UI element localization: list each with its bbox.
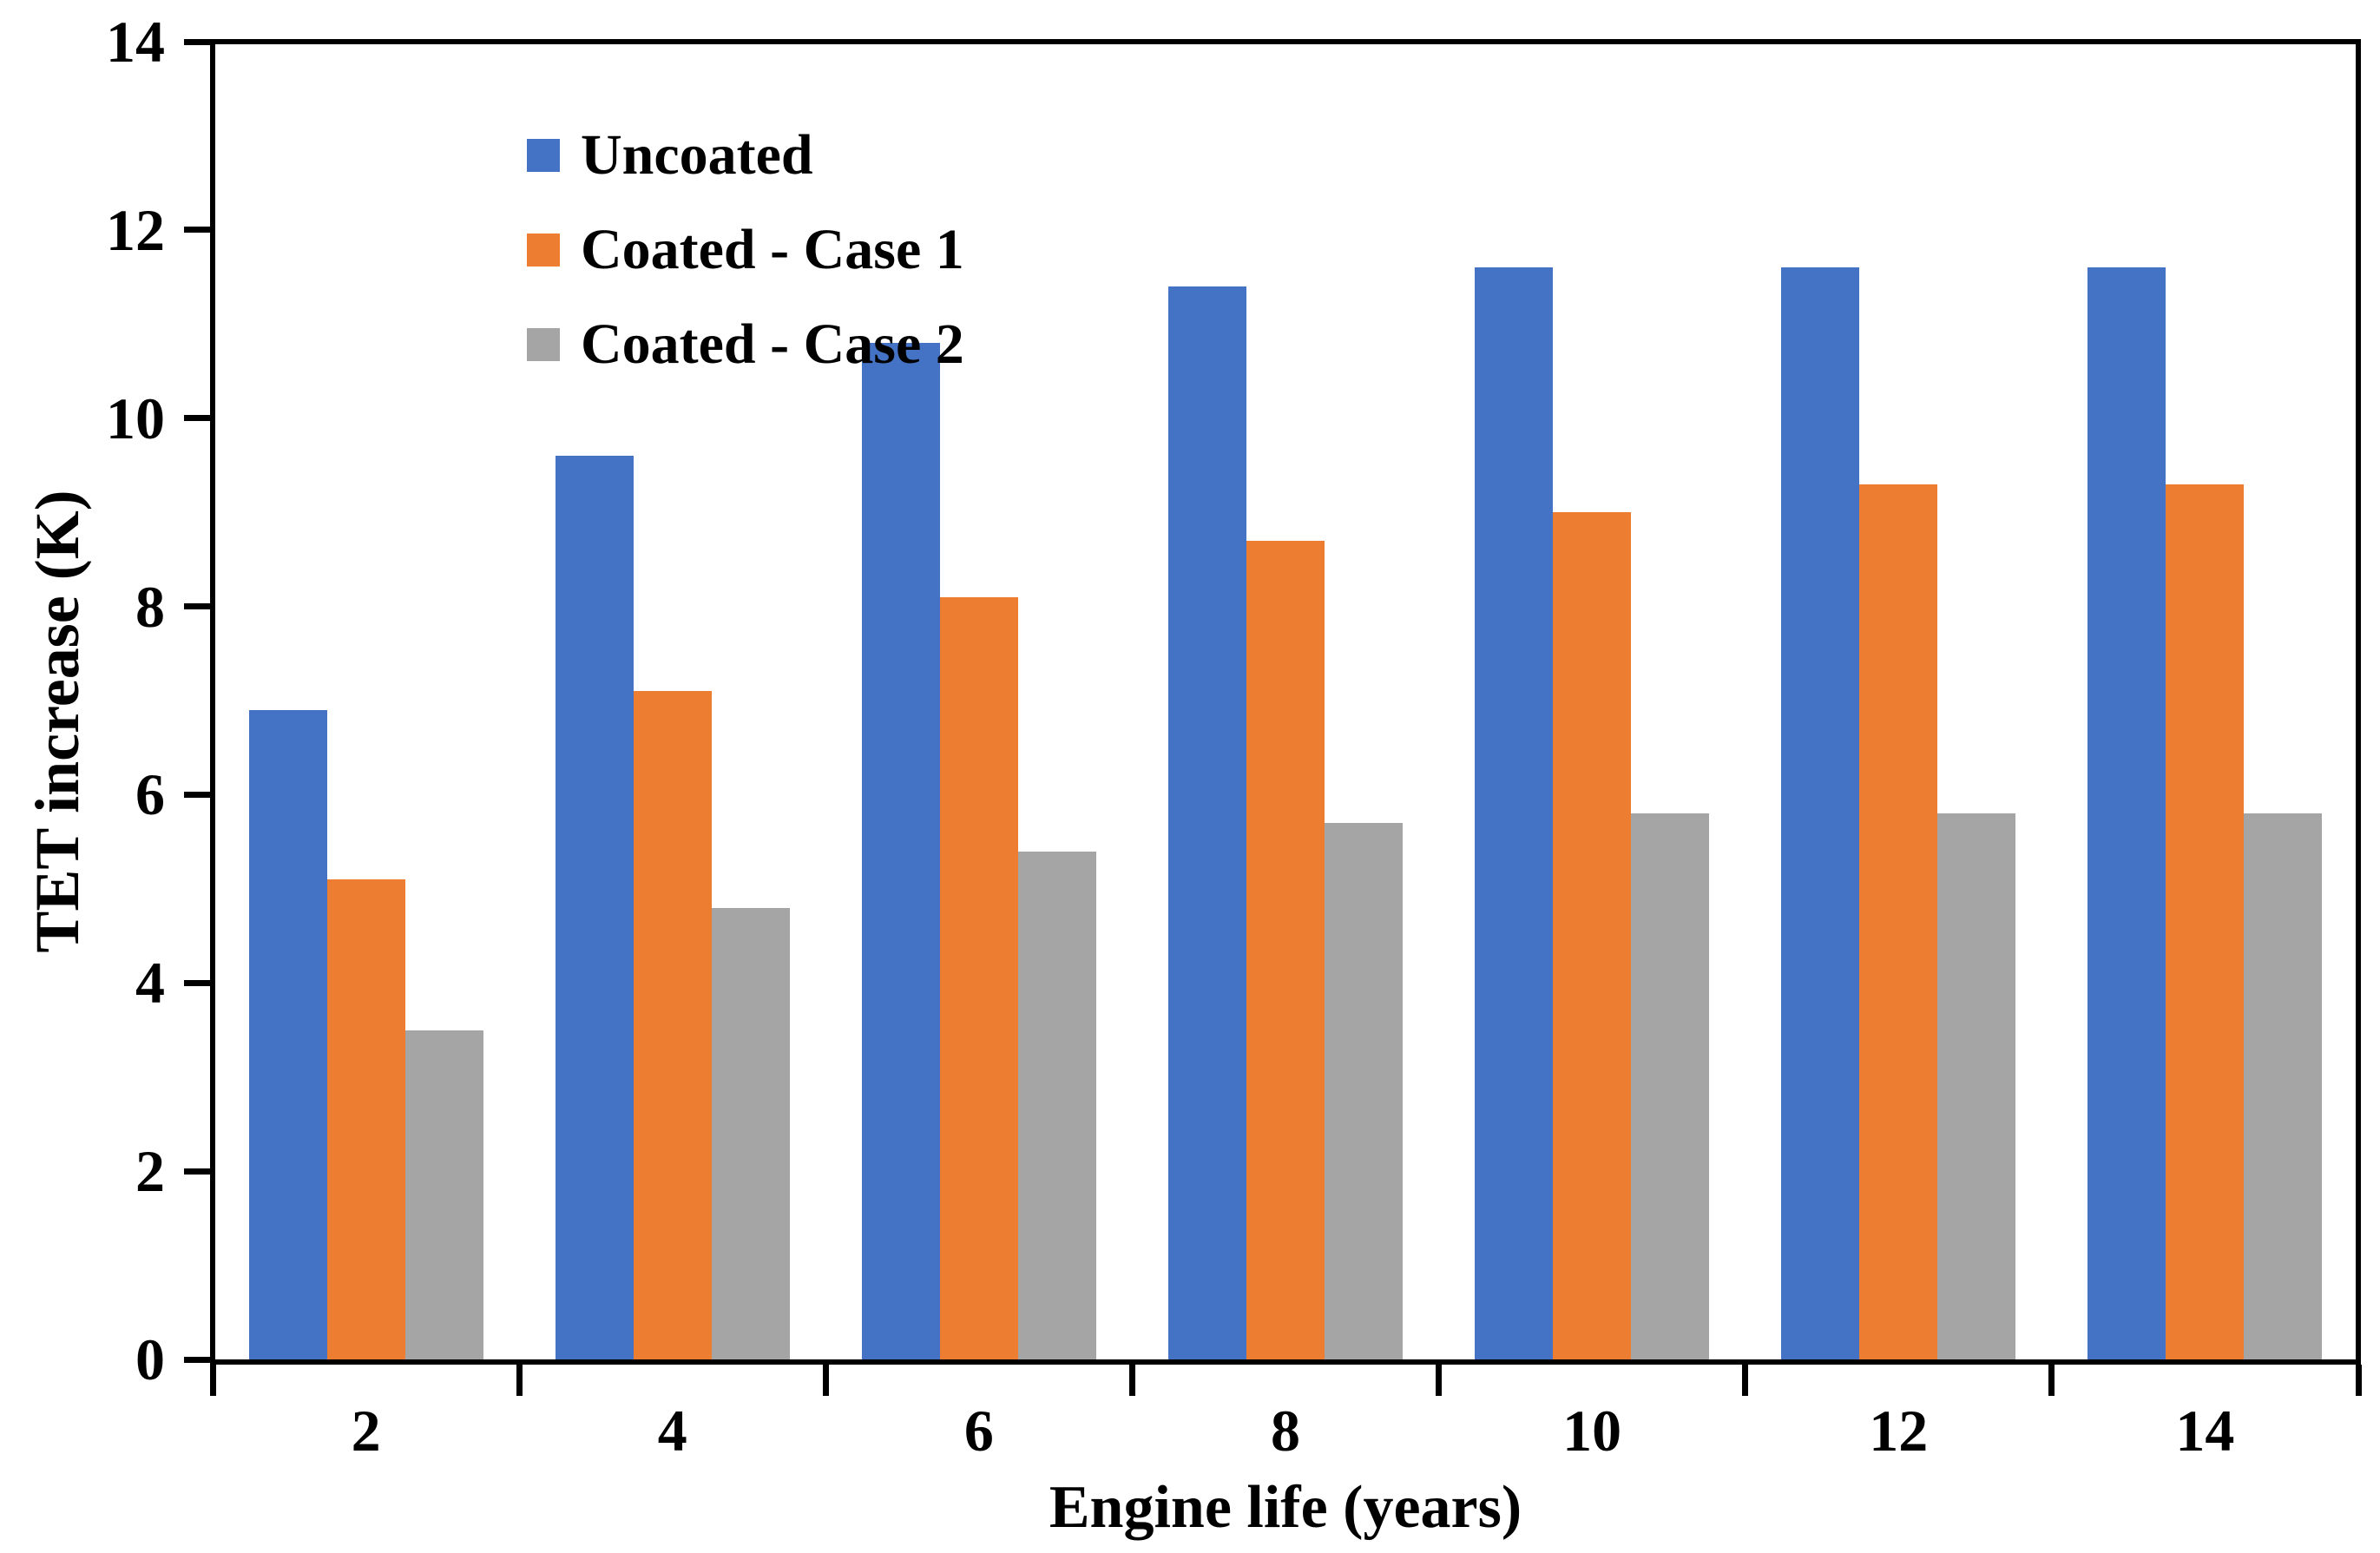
- plot-border: [210, 39, 2361, 1365]
- y-tick-label-8: 8: [135, 573, 165, 640]
- y-tick-4: [184, 979, 210, 986]
- x-tick-7: [2355, 1365, 2362, 1396]
- bar-coated-case-1-year-12: [1859, 484, 1938, 1359]
- x-tick-3: [1128, 1365, 1135, 1396]
- bar-coated-case-2-year-4: [711, 907, 790, 1359]
- bar-coated-case-1-year-10: [1553, 512, 1632, 1359]
- bar-coated-case-2-year-8: [1325, 822, 1403, 1359]
- bar-coated-case-1-year-6: [939, 596, 1018, 1359]
- legend-label-uncoated: Uncoated: [581, 122, 813, 187]
- legend-item-uncoated: Uncoated: [527, 108, 964, 202]
- bar-coated-case-1-year-4: [633, 691, 712, 1359]
- legend: Uncoated Coated - Case 1 Coated - Case 2: [527, 108, 964, 392]
- bar-uncoated-year-12: [1781, 267, 1860, 1359]
- x-tick-4: [1436, 1365, 1443, 1396]
- legend-swatch-uncoated-icon: [527, 138, 560, 172]
- plot-area: Uncoated Coated - Case 1 Coated - Case 2: [213, 42, 2358, 1359]
- legend-swatch-coated-case-2-icon: [527, 327, 560, 361]
- legend-item-coated-case-2: Coated - Case 2: [527, 297, 964, 392]
- x-tick-label-6: 6: [963, 1398, 994, 1464]
- x-tick-label-12: 12: [1869, 1398, 1929, 1464]
- x-tick-5: [1742, 1365, 1749, 1396]
- y-tick-8: [184, 603, 210, 610]
- y-tick-label-2: 2: [135, 1138, 165, 1205]
- x-tick-label-8: 8: [1271, 1398, 1300, 1464]
- y-tick-12: [184, 227, 210, 234]
- bar-coated-case-2-year-10: [1631, 813, 1710, 1359]
- x-tick-6: [2048, 1365, 2055, 1396]
- y-tick-10: [184, 415, 210, 422]
- legend-label-coated-case-2: Coated - Case 2: [581, 312, 964, 376]
- bar-coated-case-1-year-14: [2166, 484, 2245, 1359]
- x-tick-label-2: 2: [351, 1398, 381, 1464]
- y-tick-label-6: 6: [135, 761, 165, 828]
- x-tick-1: [516, 1365, 523, 1396]
- bar-coated-case-1-year-8: [1246, 540, 1325, 1359]
- bar-coated-case-2-year-12: [1937, 813, 2016, 1359]
- x-tick-label-14: 14: [2175, 1398, 2235, 1464]
- legend-label-coated-case-1: Coated - Case 1: [581, 217, 964, 281]
- y-tick-label-12: 12: [106, 196, 165, 263]
- bar-uncoated-year-2: [248, 709, 327, 1359]
- x-tick-label-10: 10: [1562, 1398, 1622, 1464]
- bar-uncoated-year-4: [555, 456, 634, 1359]
- bar-uncoated-year-6: [861, 342, 940, 1359]
- bar-coated-case-1-year-2: [326, 879, 405, 1359]
- y-tick-label-0: 0: [135, 1326, 165, 1392]
- bar-uncoated-year-14: [2087, 267, 2166, 1359]
- x-tick-2: [822, 1365, 829, 1396]
- y-tick-6: [184, 791, 210, 798]
- y-tick-0: [184, 1356, 210, 1363]
- y-axis-title: TET increase (K): [23, 490, 92, 953]
- bar-uncoated-year-10: [1475, 267, 1554, 1359]
- y-tick-14: [184, 38, 210, 45]
- y-tick-label-14: 14: [106, 9, 165, 75]
- y-tick-label-10: 10: [106, 385, 165, 451]
- bar-coated-case-2-year-6: [1017, 851, 1096, 1359]
- legend-item-coated-case-1: Coated - Case 1: [527, 202, 964, 297]
- bar-uncoated-year-8: [1168, 286, 1246, 1359]
- x-tick-0: [209, 1365, 216, 1396]
- bar-coated-case-2-year-14: [2244, 813, 2323, 1359]
- x-axis-title: Engine life (years): [1049, 1474, 1522, 1541]
- bar-coated-case-2-year-2: [404, 1030, 483, 1359]
- y-tick-label-4: 4: [135, 950, 165, 1017]
- y-tick-2: [184, 1168, 210, 1175]
- legend-swatch-coated-case-1-icon: [527, 233, 560, 267]
- x-tick-label-4: 4: [657, 1398, 687, 1464]
